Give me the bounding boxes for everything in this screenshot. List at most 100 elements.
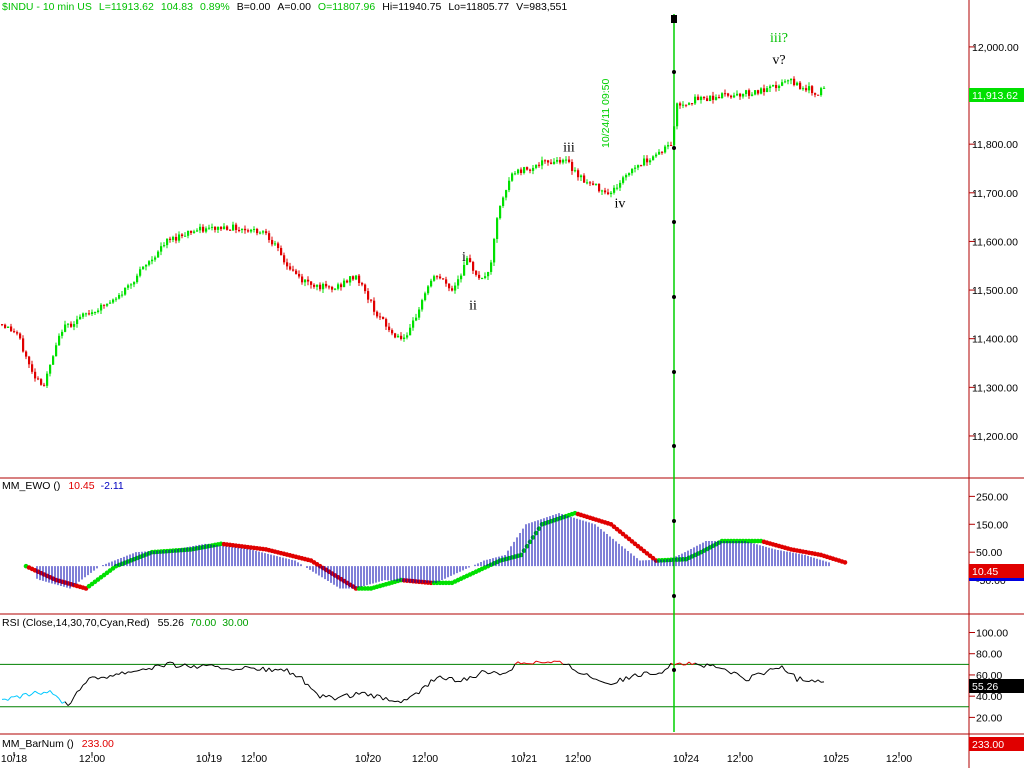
rsi-line xyxy=(430,679,435,682)
candle-body xyxy=(784,81,787,83)
rsi-line xyxy=(292,672,297,678)
candle-body xyxy=(157,251,160,258)
rsi-line xyxy=(781,665,786,671)
rsi-line xyxy=(784,670,789,674)
ewo-tick-label: 150.00 xyxy=(976,519,1008,531)
rsi-line xyxy=(484,670,489,675)
candle-body xyxy=(349,276,352,283)
rsi-line xyxy=(277,668,282,671)
candle-body xyxy=(295,270,298,274)
rsi-line xyxy=(82,682,87,686)
candle-body xyxy=(778,85,781,89)
candle-body xyxy=(85,313,88,315)
candle-body xyxy=(787,80,790,82)
rsi-line xyxy=(379,695,384,701)
rsi-line xyxy=(412,692,417,696)
candle-body xyxy=(358,275,361,284)
rsi-line xyxy=(391,700,396,703)
candle-body xyxy=(196,230,199,232)
candle-body xyxy=(340,284,343,288)
candle-body xyxy=(361,283,364,285)
rsi-line xyxy=(799,676,804,681)
rsi-line xyxy=(466,676,471,681)
candle-body xyxy=(280,247,283,256)
candle-body xyxy=(172,236,175,240)
candle-body xyxy=(421,300,424,310)
candle-body xyxy=(622,177,625,183)
rsi-line xyxy=(811,679,816,683)
rsi-line xyxy=(217,666,222,670)
rsi-line xyxy=(742,677,747,682)
candle-body xyxy=(190,230,193,233)
cursor-handle xyxy=(671,15,677,23)
candle-body xyxy=(166,238,169,246)
header-change: 104.83 xyxy=(160,1,193,13)
candle-body xyxy=(514,173,517,175)
time-tick-label: 12:00 xyxy=(886,753,912,765)
rsi-line xyxy=(139,668,144,671)
time-tick-label: 10/18 xyxy=(1,753,27,765)
rsi-line xyxy=(145,667,150,671)
candle-body xyxy=(655,154,658,157)
rsi-line xyxy=(226,668,231,670)
rsi-line xyxy=(142,668,147,671)
candle-body xyxy=(520,169,523,173)
rsi-line xyxy=(433,677,438,682)
candle-body xyxy=(259,232,262,234)
cursor-marker xyxy=(672,370,676,374)
candle-body xyxy=(433,276,436,281)
candle-body xyxy=(250,229,253,232)
cursor-date-label: 10/24/11 09:50 xyxy=(600,79,612,148)
candle-body xyxy=(688,103,691,105)
candle-body xyxy=(1,324,4,326)
rsi-line xyxy=(316,693,321,699)
time-tick-label: 12:00 xyxy=(241,753,267,765)
candle-body xyxy=(586,182,589,184)
candle-body xyxy=(640,165,643,167)
rsi-line xyxy=(373,694,378,699)
candle-body xyxy=(370,299,373,301)
price-tick-label: 11,400.00 xyxy=(972,334,1018,346)
rsi-line xyxy=(796,676,801,682)
candle-body xyxy=(634,167,637,169)
candle-body xyxy=(16,332,19,334)
rsi-line xyxy=(367,693,372,697)
rsi-line xyxy=(94,676,99,680)
rsi-line xyxy=(631,673,636,677)
rsi-line xyxy=(685,661,690,666)
rsi-line xyxy=(586,673,591,678)
candle-body xyxy=(712,95,715,100)
ewo-badge: 10.45 xyxy=(972,566,998,578)
rsi-line xyxy=(331,696,336,701)
rsi-line xyxy=(733,671,738,674)
candle-body xyxy=(4,324,7,328)
rsi-line xyxy=(97,676,102,680)
candle-body xyxy=(757,90,760,94)
candle-body xyxy=(724,93,727,95)
cursor-marker xyxy=(672,444,676,448)
rsi-line xyxy=(40,691,45,695)
cursor-vline[interactable]: 10/24/11 09:50 xyxy=(600,14,677,732)
ewo-title: MM_EWO () 10.45 -2.11 xyxy=(2,480,124,492)
rsi-line xyxy=(283,668,288,672)
candle-body xyxy=(115,298,118,300)
candle-body xyxy=(346,280,349,283)
candle-body xyxy=(529,169,532,171)
candle-body xyxy=(556,159,559,162)
candle-body xyxy=(475,270,478,275)
candle-body xyxy=(355,275,358,280)
time-tick-label: 12:00 xyxy=(79,753,105,765)
candle-body xyxy=(484,276,487,278)
rsi-line xyxy=(205,664,210,667)
rsi-line xyxy=(52,693,57,697)
candle-body xyxy=(100,304,103,311)
candle-body xyxy=(61,331,64,336)
candle-body xyxy=(298,273,301,277)
candle-body xyxy=(781,82,784,86)
candle-body xyxy=(439,276,442,279)
candle-body xyxy=(571,161,574,172)
rsi-line xyxy=(694,662,699,666)
candle-body xyxy=(286,262,289,267)
rsi-line xyxy=(559,660,564,665)
candle-body xyxy=(124,287,127,295)
